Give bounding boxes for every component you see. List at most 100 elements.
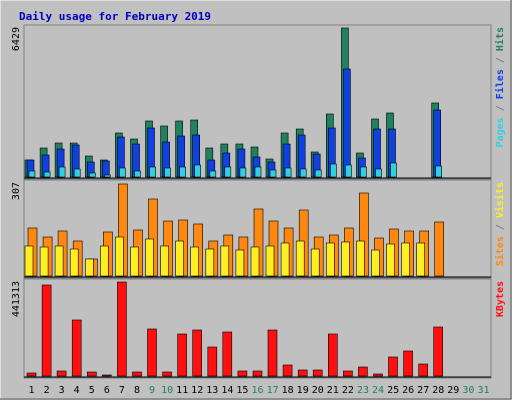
x-tick-label: 20: [312, 385, 324, 396]
x-tick-label: 4: [74, 385, 80, 396]
bar-kbytes-day-1: [26, 372, 37, 377]
bar-pages-day-5: [89, 172, 96, 178]
bar-files-day-22: [343, 68, 351, 178]
x-tick-label: 14: [221, 385, 233, 396]
bar-visits-day-7: [115, 236, 124, 277]
panel-middle-legend-part: /: [495, 218, 506, 236]
bar-pages-day-13: [209, 170, 217, 178]
panel-middle-legend: Sites / Visits: [494, 182, 506, 266]
panel-bottom-max-label: 441313: [11, 281, 22, 317]
x-tick-label: 5: [89, 385, 95, 396]
bar-kbytes-day-20: [312, 369, 323, 377]
bar-visits-day-4: [69, 248, 79, 277]
bar-visits-day-26: [401, 242, 410, 277]
bar-pages-day-7: [119, 167, 126, 178]
bar-kbytes-day-4: [71, 319, 82, 377]
bar-kbytes-day-5: [87, 371, 97, 377]
x-tick-label: 2: [44, 385, 50, 396]
bar-visits-day-13: [205, 248, 215, 277]
bar-kbytes-day-28: [433, 326, 444, 377]
bar-visits-day-17: [265, 245, 275, 277]
bar-kbytes-day-23: [358, 366, 368, 377]
bar-pages-day-14: [224, 166, 232, 178]
bar-kbytes-day-6: [102, 374, 112, 377]
bar-pages-day-9: [149, 166, 156, 178]
bar-visits-day-3: [54, 245, 64, 277]
x-tick-label: 12: [191, 385, 203, 396]
panel-top-max-label: 6429: [11, 27, 22, 51]
bar-visits-day-9: [145, 238, 154, 277]
bar-visits-day-22: [341, 241, 350, 277]
panel-top-legend-part: Pages: [495, 117, 506, 147]
bar-visits-day-16: [250, 246, 260, 277]
bar-pages-day-28: [435, 165, 443, 178]
bar-pages-day-16: [254, 166, 262, 178]
x-tick-label: 16: [251, 385, 263, 396]
bar-visits-day-24: [371, 249, 380, 277]
x-tick-label: 24: [372, 385, 384, 396]
x-tick-label: 18: [282, 385, 294, 396]
bar-visits-day-11: [175, 240, 184, 277]
bar-pages-day-11: [179, 166, 186, 178]
x-tick-label: 11: [176, 385, 188, 396]
bar-sites-day-28: [434, 221, 445, 277]
x-tick-label: 22: [342, 385, 354, 396]
bar-pages-day-6: [104, 174, 111, 178]
bar-pages-day-20: [314, 169, 322, 178]
bar-visits-day-5: [85, 258, 94, 277]
bar-kbytes-day-27: [418, 363, 429, 377]
panel-top-legend: Pages / Files / Hits: [494, 27, 506, 147]
x-tick-label: 19: [297, 385, 309, 396]
bar-visits-day-6: [100, 245, 109, 277]
bar-kbytes-day-22: [343, 370, 353, 377]
bar-visits-day-21: [325, 242, 335, 277]
panels: 6429 Pages / Files / Hits 307 Sites / Visit…: [11, 24, 506, 379]
bar-pages-day-21: [329, 163, 337, 178]
bar-kbytes-day-8: [132, 371, 142, 377]
x-tick-label: 13: [206, 385, 218, 396]
x-tick-label: 21: [327, 385, 339, 396]
bar-kbytes-day-11: [177, 333, 187, 377]
x-tick-label: 3: [59, 385, 65, 396]
x-tick-label: 30: [462, 385, 474, 396]
bar-visits-day-23: [356, 240, 365, 277]
bar-pages-day-10: [164, 167, 171, 178]
bar-pages-day-24: [375, 168, 382, 178]
bar-visits-day-25: [386, 243, 395, 277]
bar-kbytes-day-9: [147, 328, 157, 377]
bar-kbytes-day-7: [117, 281, 127, 377]
bar-kbytes-day-14: [222, 331, 233, 377]
bar-pages-day-18: [284, 167, 292, 178]
bar-pages-day-15: [239, 167, 247, 178]
bar-kbytes-day-21: [327, 333, 338, 377]
panel-bottom-legend-part: KBytes: [495, 281, 506, 317]
panel-top-legend-part: Hits: [494, 27, 506, 51]
bar-kbytes-day-18: [282, 364, 293, 377]
bar-kbytes-day-25: [388, 356, 398, 377]
bar-pages-day-19: [299, 168, 307, 178]
panel-middle-legend-part: Visits: [494, 182, 506, 218]
bar-kbytes-day-19: [297, 369, 308, 377]
bar-pages-day-23: [360, 166, 367, 178]
bar-visits-day-20: [310, 248, 320, 277]
bar-pages-day-12: [194, 164, 201, 178]
bar-visits-day-10: [160, 245, 169, 277]
bar-pages-day-3: [58, 166, 66, 178]
bar-kbytes-day-2: [41, 284, 52, 377]
bar-visits-day-2: [39, 246, 49, 277]
bar-kbytes-day-17: [267, 329, 278, 377]
bar-pages-day-1: [28, 170, 36, 178]
x-tick-label: 17: [267, 385, 279, 396]
x-tick-label: 1: [28, 385, 34, 396]
panel-top-legend-part: Files: [494, 69, 506, 99]
bar-visits-day-12: [190, 246, 199, 277]
x-tick-label: 25: [387, 385, 399, 396]
bar-kbytes-day-12: [192, 329, 202, 377]
panel-bottom-box: [23, 278, 492, 379]
panel-top-legend-part: /: [495, 51, 506, 69]
panel-middle-legend-part: Sites: [494, 236, 506, 266]
x-tick-label: 8: [134, 385, 140, 396]
bar-visits-day-8: [130, 246, 139, 277]
x-tick-label: 31: [477, 385, 489, 396]
bar-kbytes-day-3: [56, 370, 67, 377]
